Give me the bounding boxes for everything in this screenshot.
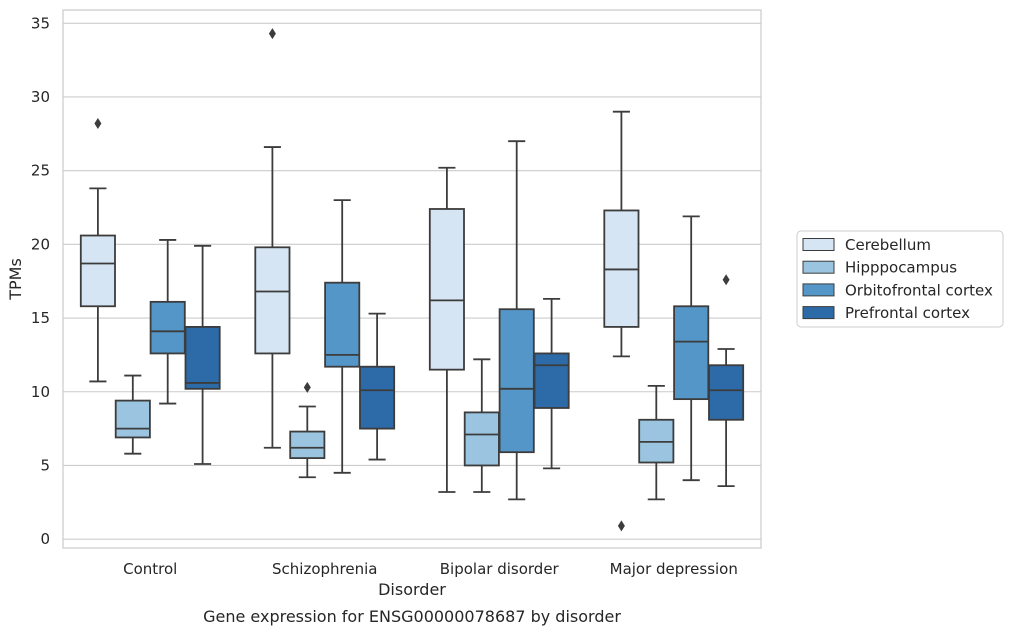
chart-caption: Gene expression for ENSG00000078687 by d… (203, 607, 621, 626)
y-tick-label: 10 (31, 383, 50, 401)
legend-swatch (802, 306, 835, 320)
box-body (533, 352, 570, 409)
legend-label: Hipppocampus (845, 259, 957, 277)
outlier-point (617, 520, 625, 532)
box-3-3 (708, 274, 745, 487)
box-1-1 (289, 381, 326, 479)
box-body (359, 365, 396, 430)
box-body (79, 234, 116, 308)
y-tick-labels: 0 5 10 15 20 25 30 35 (31, 14, 50, 548)
y-tick-label: 20 (31, 235, 50, 253)
outlier-point (94, 117, 102, 129)
legend-label: Orbitofrontal cortex (845, 281, 993, 299)
box-body (289, 430, 326, 459)
box-body (149, 300, 186, 355)
legend-swatch (802, 260, 835, 274)
outlier-point (268, 28, 276, 40)
outlier-point (303, 381, 311, 393)
legend-frame (796, 230, 1004, 328)
x-tick-labels: Control Schizophrenia Bipolar disorder Majo… (123, 560, 738, 578)
box-0-0 (79, 117, 116, 383)
x-axis-label: Disorder (378, 580, 446, 599)
box-1-3 (638, 384, 675, 501)
x-tick-label: Bipolar disorder (440, 560, 560, 578)
box-3-0 (184, 244, 221, 465)
legend: Cerebellum Hipppocampus Orbitofrontal cort… (796, 230, 1004, 328)
plot-frame (62, 9, 762, 549)
box-2-1 (324, 199, 361, 474)
box-0-3 (603, 110, 640, 532)
y-tick-label: 30 (31, 88, 50, 106)
box-body (254, 246, 291, 355)
box-body (114, 399, 151, 439)
box-1-2 (463, 358, 500, 493)
x-tick-label: Major depression (610, 560, 738, 578)
box-3-1 (359, 312, 396, 461)
box-body (673, 305, 710, 401)
box-2-2 (498, 140, 535, 501)
box-0-2 (428, 166, 465, 493)
box-2-0 (149, 239, 186, 405)
box-1-0 (114, 374, 151, 455)
box-body (184, 326, 221, 390)
y-tick-label: 5 (40, 456, 50, 474)
box-body (708, 364, 745, 421)
y-tick-label: 15 (31, 309, 50, 327)
outlier-point (722, 274, 730, 286)
y-tick-label: 25 (31, 162, 50, 180)
y-axis-label: TPMs (6, 258, 25, 301)
x-tick-label: Schizophrenia (272, 560, 377, 578)
box-body (498, 308, 535, 454)
legend-swatch (802, 238, 835, 251)
box-2-3 (673, 215, 710, 482)
legend-label: Cerebellum (845, 236, 931, 254)
legend-label: Prefrontal cortex (845, 304, 970, 322)
box-body (463, 411, 500, 467)
box-groups (79, 28, 745, 532)
y-tick-label: 35 (31, 14, 50, 32)
y-tick-label: 0 (40, 530, 50, 548)
x-tick-label: Control (123, 560, 177, 578)
box-body (324, 281, 361, 368)
box-body (428, 208, 465, 371)
box-0-1 (254, 28, 291, 449)
legend-swatch (802, 283, 835, 297)
box-3-2 (533, 297, 570, 470)
